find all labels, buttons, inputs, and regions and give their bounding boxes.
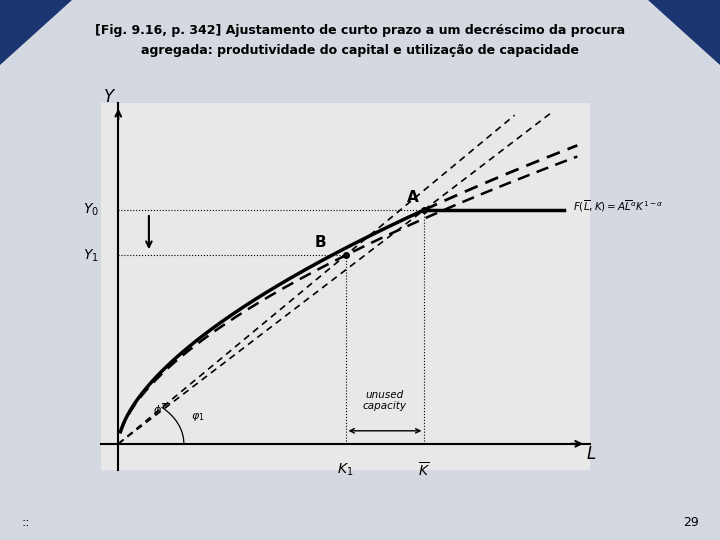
Text: B: B bbox=[315, 235, 327, 250]
Text: $\overline{K}$: $\overline{K}$ bbox=[418, 462, 431, 480]
Text: $K_1$: $K_1$ bbox=[338, 462, 354, 478]
Text: agregada: produtividade do capital e utilização de capacidade: agregada: produtividade do capital e uti… bbox=[141, 44, 579, 57]
Text: unused
capacity: unused capacity bbox=[363, 390, 407, 411]
Text: $\varphi_1$: $\varphi_1$ bbox=[192, 411, 205, 423]
Text: ::: :: bbox=[22, 516, 30, 529]
Text: $F(\overline{L}, K) = A\overline{L}^{\alpha} K^{1-\alpha}$: $F(\overline{L}, K) = A\overline{L}^{\al… bbox=[573, 199, 663, 214]
Text: $Y_1$: $Y_1$ bbox=[83, 247, 99, 264]
Text: $L$: $L$ bbox=[586, 444, 596, 463]
Text: A: A bbox=[407, 190, 418, 205]
Text: 29: 29 bbox=[683, 516, 698, 529]
Text: [Fig. 9.16, p. 342] Ajustamento de curto prazo a um decréscimo da procura: [Fig. 9.16, p. 342] Ajustamento de curto… bbox=[95, 24, 625, 37]
Text: $Y$: $Y$ bbox=[103, 88, 116, 106]
Text: $Y_0$: $Y_0$ bbox=[83, 201, 99, 218]
Text: $\phi^{\overline{w}}$: $\phi^{\overline{w}}$ bbox=[153, 401, 170, 417]
